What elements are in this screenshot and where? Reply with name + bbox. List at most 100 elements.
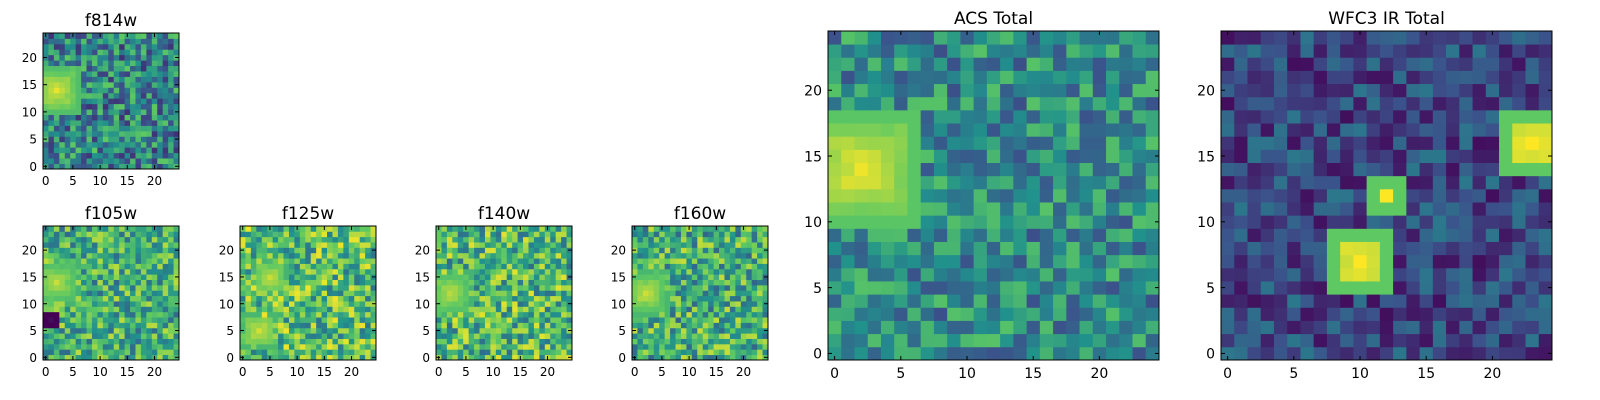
heatmap-cell xyxy=(140,343,147,350)
heatmap-cell xyxy=(283,284,290,291)
heatmap-cell xyxy=(146,92,153,99)
heatmap-cell xyxy=(119,114,125,121)
heatmap-cell xyxy=(240,322,246,329)
heatmap-cell xyxy=(841,320,855,335)
heatmap-cell xyxy=(1326,70,1341,85)
heatmap-cell xyxy=(288,284,295,291)
heatmap-cell xyxy=(157,317,164,323)
heatmap-cell xyxy=(1026,267,1041,282)
heatmap-cell xyxy=(365,327,371,334)
heatmap-cell xyxy=(327,258,333,264)
heatmap-cell xyxy=(168,158,174,164)
heatmap-cell xyxy=(1132,83,1147,98)
heatmap-cell xyxy=(436,242,442,248)
heatmap-cell xyxy=(561,279,567,286)
heatmap-cell xyxy=(278,247,284,254)
heatmap-cell xyxy=(113,76,120,83)
heatmap-cell xyxy=(91,163,98,170)
heatmap-cell xyxy=(1499,228,1513,242)
heatmap-cell xyxy=(1512,44,1526,58)
heatmap-cell xyxy=(240,236,246,243)
heatmap-cell xyxy=(310,226,317,232)
heatmap-cell xyxy=(746,295,753,302)
heatmap-cell xyxy=(321,279,328,286)
heatmap-cell xyxy=(920,188,935,203)
heatmap-cell xyxy=(506,274,513,280)
heatmap-cell xyxy=(151,49,158,56)
heatmap-cell xyxy=(1300,44,1315,58)
heatmap-cell xyxy=(354,279,361,286)
heatmap-cell xyxy=(283,263,290,270)
heatmap-cell xyxy=(1221,109,1235,124)
heatmap-cell xyxy=(740,338,747,345)
heatmap-cell xyxy=(370,333,377,339)
heatmap-cell xyxy=(157,60,164,67)
heatmap-cell xyxy=(135,284,142,291)
heatmap-cell xyxy=(250,247,257,254)
heatmap-cell xyxy=(157,120,164,126)
heatmap-cell xyxy=(920,281,935,295)
heatmap-cell xyxy=(1260,96,1275,111)
heatmap-cell xyxy=(762,322,769,329)
heatmap-cell xyxy=(1106,267,1120,282)
heatmap-cell xyxy=(512,263,518,270)
heatmap-cell xyxy=(1379,109,1394,124)
heatmap-cell xyxy=(1499,70,1513,85)
heatmap-cell xyxy=(168,109,174,115)
heatmap-cell xyxy=(479,333,486,339)
heatmap-cell xyxy=(151,333,158,339)
heatmap-cell xyxy=(555,301,562,307)
heatmap-cell xyxy=(528,290,535,297)
heatmap-cell xyxy=(102,322,109,329)
heatmap-cell xyxy=(43,76,49,83)
heatmap-cell xyxy=(81,338,87,345)
heatmap-cell xyxy=(1366,333,1381,348)
heatmap-cell xyxy=(659,343,666,350)
heatmap-cell xyxy=(1000,241,1014,256)
heatmap-cell xyxy=(960,109,975,124)
heatmap-cell xyxy=(119,301,125,307)
heatmap-cell xyxy=(1419,31,1434,45)
heatmap-cell xyxy=(495,354,502,361)
heatmap-cell xyxy=(124,258,131,264)
heatmap-cell xyxy=(146,252,153,259)
heatmap-cell xyxy=(173,141,180,148)
heatmap-cell xyxy=(523,333,529,339)
heatmap-cell xyxy=(841,31,855,45)
heatmap-cell xyxy=(168,231,174,238)
heatmap-cell xyxy=(686,231,693,238)
heatmap-cell xyxy=(441,263,448,270)
heatmap-cell xyxy=(48,158,55,164)
heatmap-cell xyxy=(91,338,98,345)
heatmap-cell xyxy=(146,284,153,291)
heatmap-cell xyxy=(1313,57,1328,71)
heatmap-cell xyxy=(1106,202,1120,216)
heatmap-cell xyxy=(1432,215,1447,229)
heatmap-cell xyxy=(762,306,769,313)
heatmap-cell xyxy=(64,76,71,83)
heatmap-cell xyxy=(533,279,540,286)
heatmap-cell xyxy=(501,343,508,350)
heatmap-cell xyxy=(81,279,87,286)
heatmap-cell xyxy=(113,327,120,334)
heatmap-cell xyxy=(880,57,895,71)
heatmap-cell xyxy=(1106,70,1120,85)
heatmap-cell xyxy=(140,136,147,143)
heatmap-cell xyxy=(86,343,93,350)
heatmap-cell xyxy=(495,333,502,339)
heatmap-cell xyxy=(648,290,655,297)
heatmap-cell xyxy=(880,228,895,242)
heatmap-cell xyxy=(550,317,557,323)
heatmap-cell xyxy=(452,226,459,232)
f160w-frame xyxy=(631,225,769,361)
heatmap-cell xyxy=(162,317,169,323)
heatmap-cell xyxy=(986,267,1001,282)
heatmap-cell xyxy=(140,333,147,339)
heatmap-cell xyxy=(113,141,120,148)
heatmap-cell xyxy=(256,327,263,334)
heatmap-cell xyxy=(751,333,758,339)
heatmap-cell xyxy=(332,338,339,345)
heatmap-cell xyxy=(119,354,125,361)
heatmap-cell xyxy=(294,343,301,350)
heatmap-cell xyxy=(157,163,164,170)
